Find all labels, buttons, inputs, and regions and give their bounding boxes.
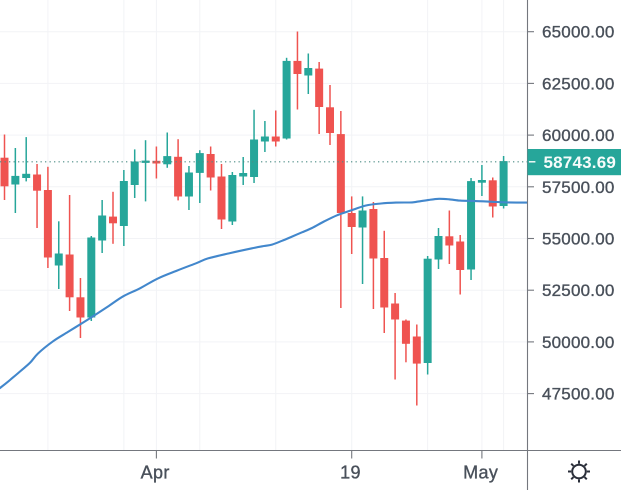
svg-text:57500.00: 57500.00 xyxy=(542,178,615,197)
svg-text:47500.00: 47500.00 xyxy=(542,385,615,404)
svg-text:58743.69: 58743.69 xyxy=(544,153,617,172)
svg-text:May: May xyxy=(463,463,498,483)
svg-text:Apr: Apr xyxy=(141,463,170,483)
svg-text:55000.00: 55000.00 xyxy=(542,230,615,249)
svg-text:52500.00: 52500.00 xyxy=(542,281,615,300)
svg-text:19: 19 xyxy=(340,463,361,483)
svg-text:60000.00: 60000.00 xyxy=(542,126,615,145)
svg-text:65000.00: 65000.00 xyxy=(542,23,615,42)
svg-text:50000.00: 50000.00 xyxy=(542,333,615,352)
svg-text:62500.00: 62500.00 xyxy=(542,74,615,93)
